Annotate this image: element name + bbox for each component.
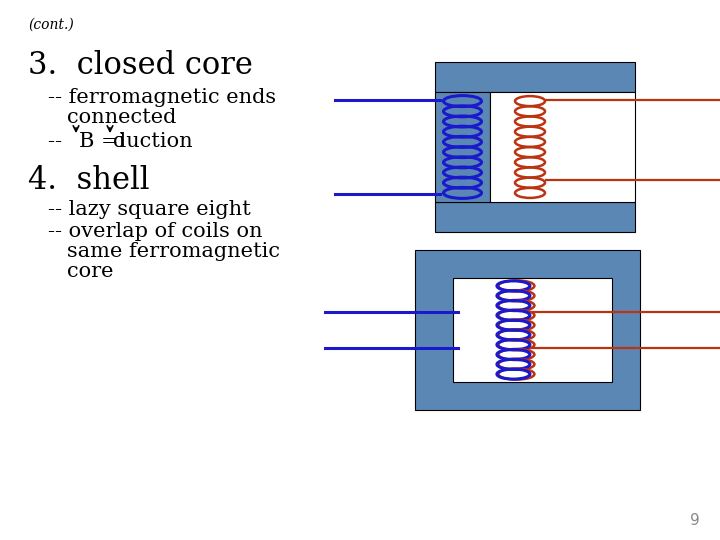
Text: 9: 9 bbox=[690, 513, 700, 528]
Bar bbox=[435, 62, 635, 92]
Text: duction: duction bbox=[113, 132, 193, 151]
Bar bbox=[435, 202, 635, 232]
Text: (cont.): (cont.) bbox=[28, 18, 73, 32]
Text: -- overlap of coils on: -- overlap of coils on bbox=[48, 222, 263, 241]
Bar bbox=[435, 92, 490, 202]
Text: connected: connected bbox=[67, 108, 176, 127]
Text: 4.  shell: 4. shell bbox=[28, 165, 150, 196]
Bar bbox=[490, 92, 635, 202]
Text: core: core bbox=[67, 262, 114, 281]
Text: -- lazy square eight: -- lazy square eight bbox=[48, 200, 251, 219]
Text: same ferromagnetic: same ferromagnetic bbox=[67, 242, 280, 261]
Bar bbox=[415, 250, 640, 410]
Text: 3.  closed core: 3. closed core bbox=[28, 50, 253, 81]
Text: --: -- bbox=[48, 132, 76, 151]
Bar bbox=[453, 278, 612, 382]
Text: B =i: B =i bbox=[79, 132, 125, 151]
Text: -- ferromagnetic ends: -- ferromagnetic ends bbox=[48, 88, 276, 107]
